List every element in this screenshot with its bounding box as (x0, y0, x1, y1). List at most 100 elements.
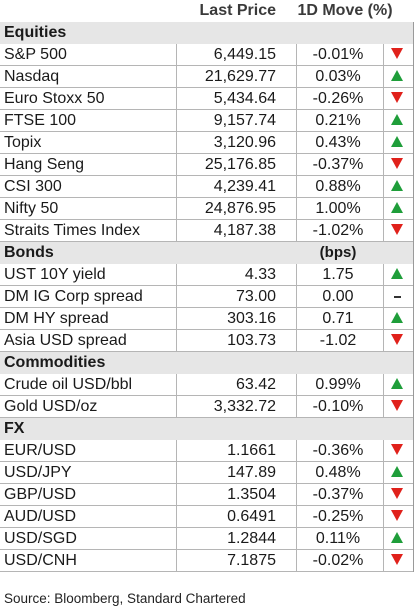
triangle-down-icon (391, 92, 403, 104)
column-divider (176, 308, 177, 330)
instrument-name: USD/SGD (4, 530, 77, 547)
instrument-name: Topix (4, 134, 42, 151)
direction-indicator (384, 374, 410, 396)
last-price: 3,120.96 (213, 134, 276, 151)
column-divider (176, 396, 177, 418)
direction-indicator (384, 154, 410, 176)
direction-indicator (384, 66, 410, 88)
column-divider (383, 264, 384, 286)
table-row: USD/SGD 1.2844 0.11% (0, 528, 414, 550)
direction-indicator (384, 44, 410, 66)
section-title: Bonds (4, 244, 54, 261)
daily-move: 0.88% (315, 178, 361, 195)
instrument-name: S&P 500 (4, 46, 67, 63)
column-divider (296, 484, 297, 506)
column-divider (296, 506, 297, 528)
daily-move: -0.37% (312, 156, 364, 173)
column-divider (383, 110, 384, 132)
table-row: S&P 500 6,449.15 -0.01% (0, 44, 414, 66)
column-divider (296, 462, 297, 484)
daily-move: -0.37% (312, 486, 364, 503)
section-header: Equities (0, 22, 414, 44)
triangle-up-icon (391, 312, 403, 324)
column-divider (296, 264, 297, 286)
daily-move: 0.43% (315, 134, 361, 151)
column-divider (296, 198, 297, 220)
daily-move: -0.10% (312, 398, 364, 415)
instrument-name: FTSE 100 (4, 112, 77, 129)
instrument-name: Gold USD/oz (4, 398, 98, 415)
instrument-name: Euro Stoxx 50 (4, 90, 105, 107)
table-row: AUD/USD 0.6491 -0.25% (0, 506, 414, 528)
triangle-down-icon (391, 510, 403, 522)
daily-move: 0.21% (315, 112, 361, 129)
triangle-up-icon (391, 268, 403, 280)
last-price: 4,187.38 (213, 222, 276, 239)
column-divider (176, 220, 177, 242)
direction-indicator (384, 220, 410, 242)
column-divider (296, 176, 297, 198)
direction-indicator (384, 198, 410, 220)
column-divider (296, 88, 297, 110)
triangle-down-icon (391, 48, 403, 60)
column-divider (176, 110, 177, 132)
last-price: 303.16 (227, 310, 276, 327)
column-divider (176, 198, 177, 220)
column-divider (383, 374, 384, 396)
section-header: FX (0, 418, 414, 440)
triangle-down-icon (391, 334, 403, 346)
section-title: Equities (4, 24, 67, 41)
direction-indicator (384, 110, 410, 132)
last-price: 147.89 (227, 464, 276, 481)
column-divider (176, 550, 177, 572)
direction-indicator (384, 264, 410, 286)
column-divider (296, 528, 297, 550)
direction-indicator (384, 330, 410, 352)
direction-indicator (384, 506, 410, 528)
column-divider (176, 506, 177, 528)
last-price: 6,449.15 (213, 46, 276, 63)
column-divider (176, 528, 177, 550)
last-price: 0.6491 (227, 508, 276, 525)
table-row: Asia USD spread 103.73 -1.02 (0, 330, 414, 352)
triangle-down-icon (391, 224, 403, 236)
triangle-up-icon (391, 70, 403, 82)
column-divider (176, 286, 177, 308)
column-divider (176, 154, 177, 176)
table-row: CSI 300 4,239.41 0.88% (0, 176, 414, 198)
triangle-down-icon (391, 444, 403, 456)
column-divider (383, 154, 384, 176)
last-price: 1.1661 (227, 442, 276, 459)
column-divider (176, 440, 177, 462)
dash-icon (393, 295, 401, 298)
section-unit: (bps) (319, 244, 357, 261)
triangle-up-icon (391, 202, 403, 214)
direction-indicator (384, 132, 410, 154)
table-row: UST 10Y yield 4.33 1.75 (0, 264, 414, 286)
daily-move: -0.25% (312, 508, 364, 525)
last-price: 1.2844 (227, 530, 276, 547)
last-price: 21,629.77 (204, 68, 276, 85)
triangle-up-icon (391, 114, 403, 126)
triangle-down-icon (391, 158, 403, 170)
triangle-up-icon (391, 136, 403, 148)
column-divider (176, 176, 177, 198)
last-price: 103.73 (227, 332, 276, 349)
section-header: Commodities (0, 352, 414, 374)
column-divider (383, 198, 384, 220)
column-divider (383, 88, 384, 110)
daily-move: 0.11% (315, 530, 361, 547)
daily-move: 0.03% (315, 68, 361, 85)
table-row: DM HY spread 303.16 0.71 (0, 308, 414, 330)
triangle-down-icon (391, 554, 403, 566)
triangle-down-icon (391, 488, 403, 500)
column-divider (383, 330, 384, 352)
instrument-name: Nifty 50 (4, 200, 59, 217)
direction-indicator (384, 528, 410, 550)
instrument-name: USD/JPY (4, 464, 72, 481)
column-divider (296, 66, 297, 88)
column-divider (296, 154, 297, 176)
column-divider (176, 264, 177, 286)
column-divider (383, 44, 384, 66)
table-row: Hang Seng 25,176.85 -0.37% (0, 154, 414, 176)
